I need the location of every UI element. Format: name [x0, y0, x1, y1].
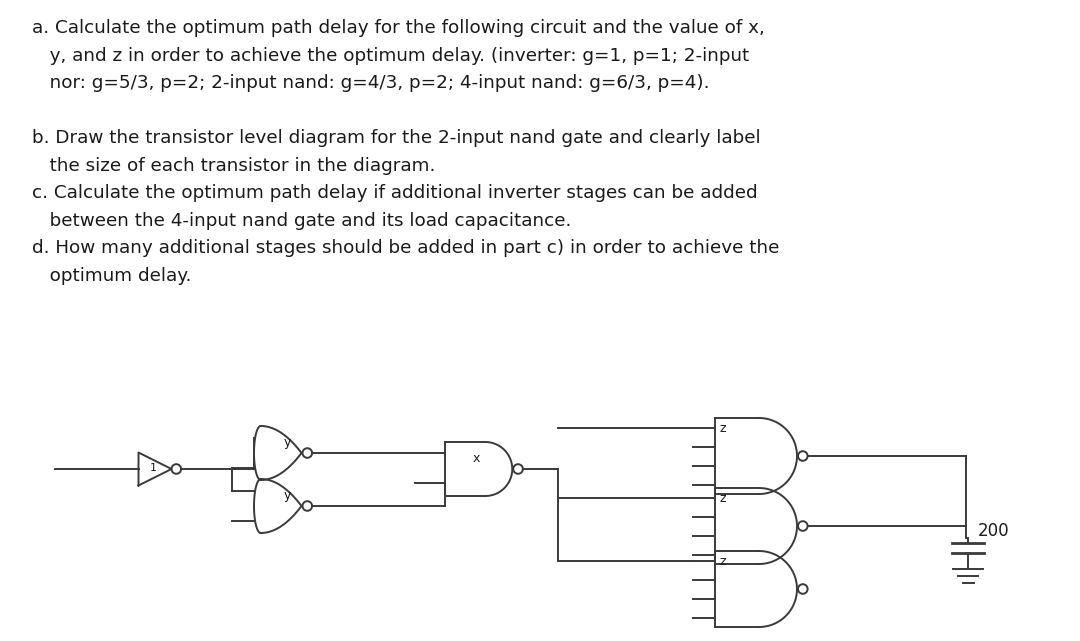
Text: between the 4-input nand gate and its load capacitance.: between the 4-input nand gate and its lo…	[32, 212, 571, 229]
Text: y: y	[283, 489, 291, 502]
Text: y, and z in order to achieve the optimum delay. (inverter: g=1, p=1; 2-input: y, and z in order to achieve the optimum…	[32, 47, 750, 65]
Text: z: z	[719, 492, 726, 505]
Text: nor: g=5/3, p=2; 2-input nand: g=4/3, p=2; 4-input nand: g=6/3, p=4).: nor: g=5/3, p=2; 2-input nand: g=4/3, p=…	[32, 74, 710, 92]
Text: x: x	[472, 452, 480, 465]
Text: 1: 1	[149, 463, 157, 473]
Text: c. Calculate the optimum path delay if additional inverter stages can be added: c. Calculate the optimum path delay if a…	[32, 184, 758, 202]
Text: 200: 200	[978, 522, 1010, 540]
Text: b. Draw the transistor level diagram for the 2-input nand gate and clearly label: b. Draw the transistor level diagram for…	[32, 129, 760, 147]
Text: a. Calculate the optimum path delay for the following circuit and the value of x: a. Calculate the optimum path delay for …	[32, 19, 765, 37]
Text: optimum delay.: optimum delay.	[32, 267, 191, 285]
Text: z: z	[719, 555, 726, 568]
Text: z: z	[719, 422, 726, 435]
Text: y: y	[283, 436, 291, 449]
Text: the size of each transistor in the diagram.: the size of each transistor in the diagr…	[32, 156, 435, 174]
Text: d. How many additional stages should be added in part c) in order to achieve the: d. How many additional stages should be …	[32, 239, 780, 257]
